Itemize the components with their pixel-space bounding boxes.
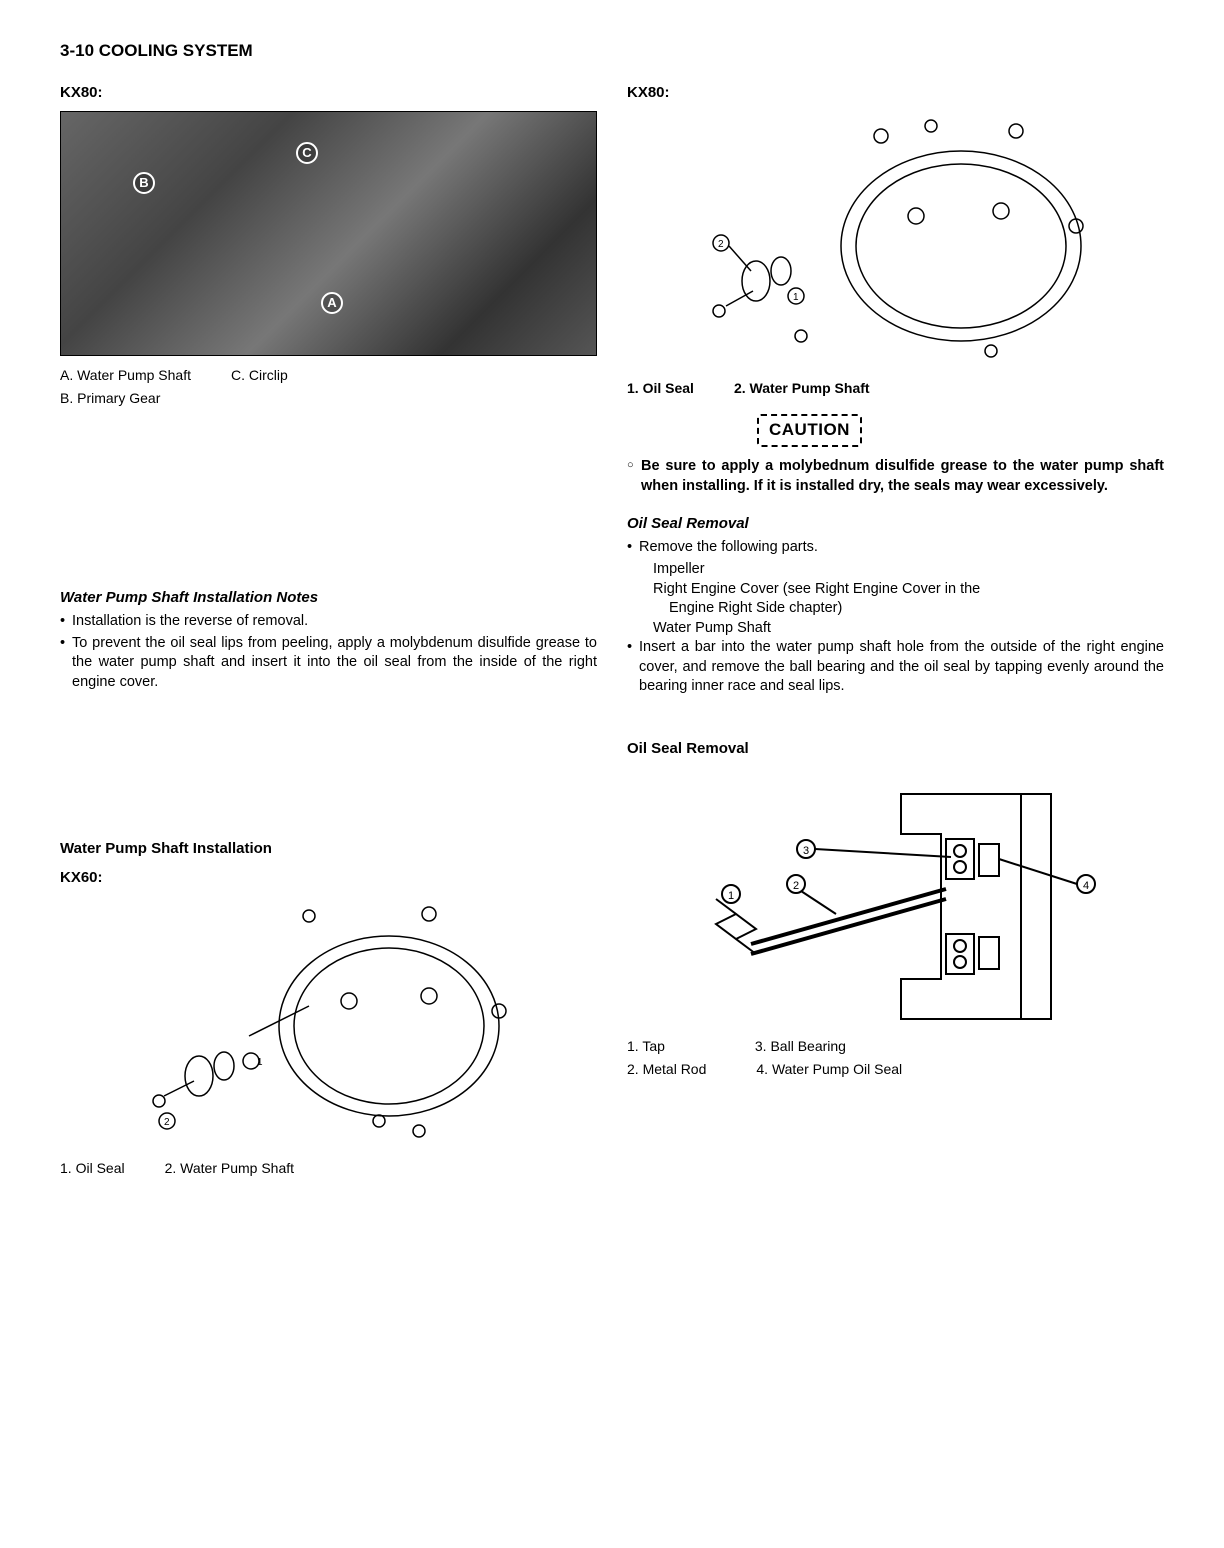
model-label-kx80-left: KX80: (60, 83, 597, 103)
removal-legend-row1: 1. Tap 3. Ball Bearing (627, 1037, 1164, 1056)
removal-legend-4: 4. Water Pump Oil Seal (756, 1060, 902, 1079)
install-notes-heading: Water Pump Shaft Installation Notes (60, 588, 597, 608)
legend-b: B. Primary Gear (60, 389, 160, 408)
oil-seal-removal-heading-2: Oil Seal Removal (627, 739, 1164, 759)
oil-seal-removal-diagram: 1 2 3 4 (627, 779, 1164, 1029)
kx80-exploded-diagram: 1 2 (627, 111, 1164, 371)
engine-photo: B C A (60, 111, 597, 356)
page-header: 3-10 COOLING SYSTEM (60, 40, 1164, 63)
right-column: KX80: (627, 83, 1164, 1182)
vertical-spacer (60, 412, 597, 582)
removal-legend-2: 2. Metal Rod (627, 1060, 706, 1079)
legend-a: A. Water Pump Shaft (60, 366, 191, 385)
svg-text:2: 2 (793, 880, 799, 892)
install-note-2: To prevent the oil seal lips from peelin… (60, 634, 597, 693)
remove-item-2: Right Engine Cover (see Right Engine Cov… (627, 580, 1164, 600)
remove-intro: Remove the following parts. (627, 538, 1164, 558)
svg-text:2: 2 (164, 1117, 170, 1128)
model-label-kx60: KX60: (60, 868, 597, 888)
svg-text:1: 1 (257, 1057, 263, 1068)
install-heading: Water Pump Shaft Installation (60, 839, 597, 859)
kx80-legend: 1. Oil Seal 2. Water Pump Shaft (627, 379, 1164, 398)
svg-text:3: 3 (803, 845, 809, 857)
remove-item-2-sub: Engine Right Side chapter) (627, 599, 1164, 619)
kx80-legend-2: 2. Water Pump Shaft (734, 379, 870, 398)
photo-legend-row1: A. Water Pump Shaft C. Circlip (60, 366, 597, 385)
legend-c: C. Circlip (231, 366, 288, 385)
photo-marker-a: A (321, 292, 343, 314)
vertical-spacer-2 (60, 694, 597, 829)
removal-legend-3: 3. Ball Bearing (755, 1037, 846, 1056)
removal-legend-row2: 2. Metal Rod 4. Water Pump Oil Seal (627, 1060, 1164, 1079)
caution-box: CAUTION (757, 414, 862, 447)
kx60-legend-1: 1. Oil Seal (60, 1159, 125, 1178)
svg-text:1: 1 (728, 890, 734, 902)
photo-marker-b: B (133, 172, 155, 194)
svg-text:4: 4 (1083, 880, 1089, 892)
remove-item-1: Impeller (627, 560, 1164, 580)
kx60-legend-2: 2. Water Pump Shaft (165, 1159, 294, 1178)
kx60-legend: 1. Oil Seal 2. Water Pump Shaft (60, 1159, 597, 1178)
install-note-1: Installation is the reverse of removal. (60, 612, 597, 632)
caution-text: Be sure to apply a molybednum disulfide … (627, 457, 1164, 496)
svg-text:2: 2 (718, 239, 724, 250)
photo-legend-row2: B. Primary Gear (60, 389, 597, 408)
photo-marker-c: C (296, 142, 318, 164)
spacer-4 (627, 699, 1164, 729)
spacer-3 (627, 498, 1164, 508)
remove-item-3: Water Pump Shaft (627, 619, 1164, 639)
insert-bar-text: Insert a bar into the water pump shaft h… (627, 638, 1164, 697)
two-column-layout: KX80: B C A A. Water Pump Shaft C. Circl… (60, 83, 1164, 1182)
kx60-exploded-diagram: 1 2 (60, 896, 597, 1151)
kx80-legend-1: 1. Oil Seal (627, 379, 694, 398)
left-column: KX80: B C A A. Water Pump Shaft C. Circl… (60, 83, 597, 1182)
model-label-kx80-right: KX80: (627, 83, 1164, 103)
removal-legend-1: 1. Tap (627, 1037, 665, 1056)
svg-text:1: 1 (793, 292, 799, 303)
oil-seal-removal-heading: Oil Seal Removal (627, 514, 1164, 534)
